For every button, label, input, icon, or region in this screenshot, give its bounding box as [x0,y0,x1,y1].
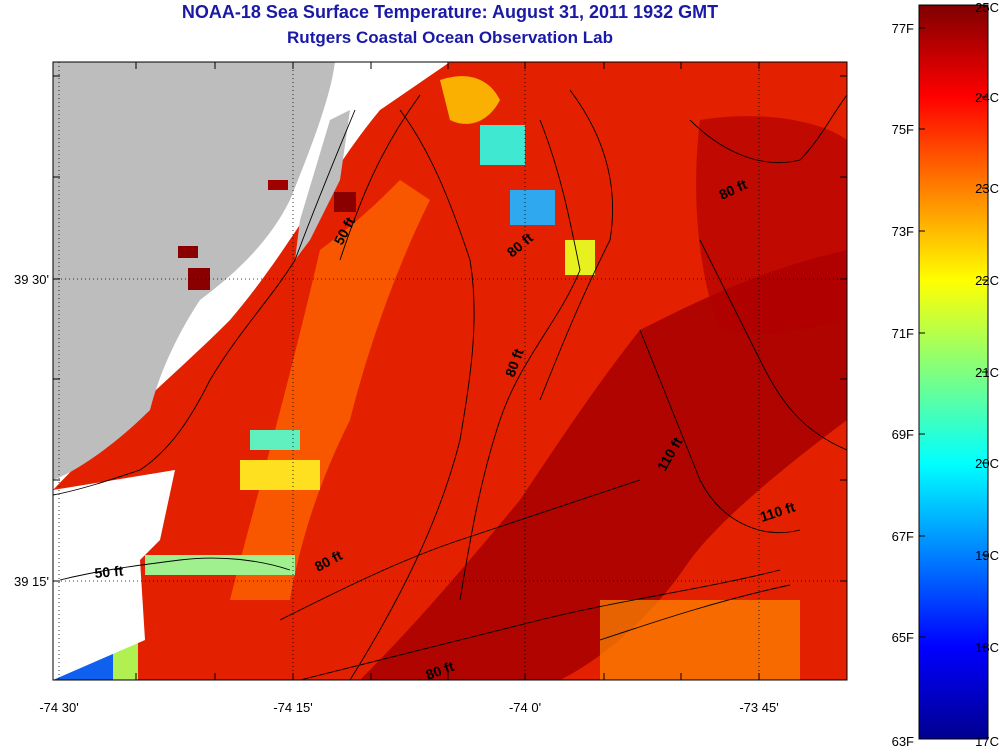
colorbar-c-label: 24C [975,90,999,105]
colorbar-f-label: 71F [892,326,914,341]
cool-patch-blue [510,190,555,225]
warm-offshore-region [696,116,847,335]
cool-patch-south-orange [600,600,800,680]
warm-core-region [360,250,847,680]
colorbar-f-label: 75F [892,122,914,137]
graticule [53,62,847,680]
colorbar-c-label: 20C [975,456,999,471]
barrier-island [295,110,350,260]
y-tick-label: 39 30' [14,272,49,287]
colorbar-c-label: 25C [975,0,999,15]
x-tick-label: -73 45' [739,700,778,715]
map-plot-area: 50 ft 80 ft 80 ft 80 ft 110 ft 110 ft 50… [53,62,847,680]
colorbar-c-label: 18C [975,640,999,655]
cool-patch-coastal-yellow [240,460,320,490]
axis-ticks [53,62,847,680]
map-title: NOAA-18 Sea Surface Temperature: August … [181,2,719,22]
map-subtitle: Rutgers Coastal Ocean Observation Lab [287,28,613,47]
colorbar-c-label: 19C [975,548,999,563]
hot-pixel-3 [188,268,210,290]
colorbar-c-label: 23C [975,181,999,196]
colorbar-f-label: 67F [892,529,914,544]
map-frame [52,61,848,681]
contour-lines [53,89,847,680]
x-tick-label: -74 0' [509,700,541,715]
y-tick-label: 39 15' [14,574,49,589]
hot-pixel-4 [334,192,356,212]
colorbar-f-label: 69F [892,427,914,442]
hot-pixel-1 [268,180,288,190]
colorbar-c-label: 17C [975,734,999,749]
colorbar-f-label: 73F [892,224,914,239]
hot-pixel-2 [178,246,198,258]
cool-nearshore-band [230,180,430,600]
x-tick-label: -74 30' [39,700,78,715]
cool-patch-cyan [480,125,525,165]
colorbar-ticks [919,27,988,648]
contour-label: 50 ft [94,563,124,581]
x-tick-label: -74 15' [273,700,312,715]
colorbar-f-label: 65F [892,630,914,645]
colorbar [918,4,989,740]
colorbar-c-label: 22C [975,273,999,288]
no-data-south [53,470,175,680]
colorbar-f-label: 77F [892,21,914,36]
cool-patch-north [440,76,500,124]
colorbar-f-label: 63F [892,734,914,749]
colorbar-c-label: 21C [975,365,999,380]
cool-patch-coastal-cyan [250,430,300,450]
